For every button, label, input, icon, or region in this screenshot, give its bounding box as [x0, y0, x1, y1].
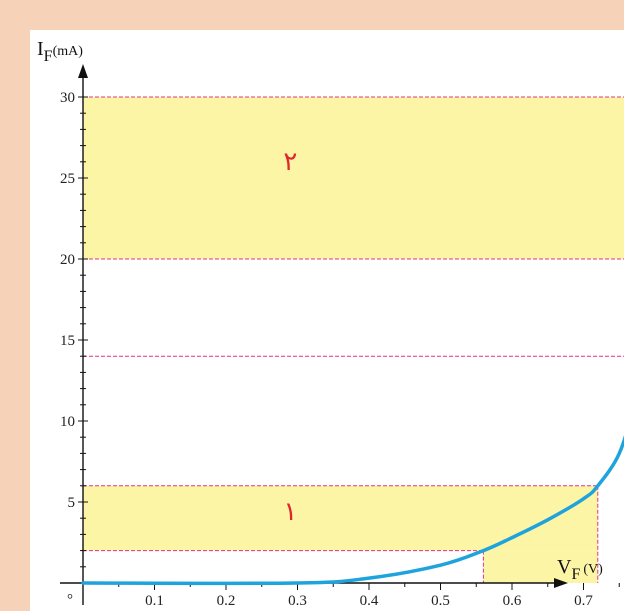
- y-tick-label-5: 30: [60, 90, 75, 106]
- x-axis-label: VF (V): [557, 556, 603, 583]
- x-tick-label-0: 0.1: [145, 593, 164, 609]
- y-tick-label-3: 20: [60, 252, 75, 268]
- y-tick-label-1: 10: [60, 414, 75, 430]
- region-fills: [83, 97, 624, 583]
- x-axis-label-unit: (V): [583, 562, 603, 577]
- voltage-range-fill: [483, 550, 598, 583]
- x-axis-label-sub: F: [571, 566, 580, 583]
- x-tick-label-4: 0.5: [431, 593, 450, 609]
- origin-label: °: [67, 592, 73, 608]
- y-axis-label-sub: F: [44, 48, 53, 65]
- curve-layer: [81, 435, 624, 586]
- x-axis-arrow: [554, 578, 568, 588]
- region-1-label: ۱: [283, 497, 297, 527]
- region-2-label: ۲: [283, 147, 297, 177]
- y-tick-label-0: 5: [68, 495, 76, 511]
- y-axis-arrow: [78, 64, 88, 78]
- x-tick-label-5: 0.6: [503, 593, 522, 609]
- x-tick-label-1: 0.2: [217, 593, 236, 609]
- y-axis-label-main: I: [37, 38, 44, 60]
- labels: IF(mA) VF(V) ° ۱۲0.10.20.30.40.50.60.70.…: [37, 38, 603, 609]
- x-tick-label-3: 0.4: [360, 593, 379, 609]
- y-tick-label-4: 25: [60, 171, 75, 187]
- y-axis-label-unit: (mA): [53, 44, 84, 59]
- x-tick-label-6: 0.7: [574, 593, 593, 609]
- x-tick-label-2: 0.3: [288, 593, 307, 609]
- y-tick-label-2: 15: [60, 333, 75, 349]
- x-axis-label-main: V: [557, 556, 572, 578]
- diode-curve: [81, 435, 624, 586]
- guide-lines: [83, 96, 624, 583]
- region-2-fill: [83, 97, 624, 259]
- y-axis-label: IF(mA): [37, 38, 83, 65]
- region-1-fill: [83, 485, 598, 551]
